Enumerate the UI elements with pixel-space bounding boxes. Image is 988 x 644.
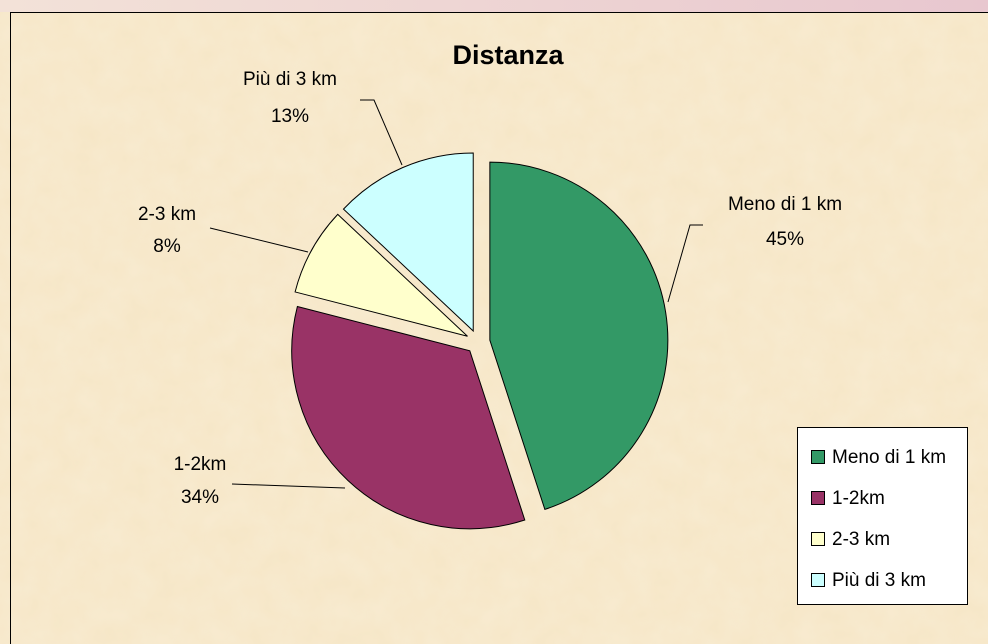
slice-value-label: 13% bbox=[271, 106, 309, 127]
slice-value-label: 34% bbox=[181, 487, 219, 508]
slice-label: 1-2km bbox=[174, 454, 227, 475]
legend-label: 2-3 km bbox=[832, 529, 890, 550]
legend-swatch bbox=[811, 450, 825, 464]
legend-swatch bbox=[811, 532, 825, 546]
chart-border bbox=[10, 12, 988, 644]
pie-slice bbox=[342, 152, 474, 333]
legend-label: Più di 3 km bbox=[832, 570, 926, 591]
legend-swatch bbox=[811, 491, 825, 505]
chart-title: Distanza bbox=[452, 40, 564, 70]
slice-value-label: 45% bbox=[766, 229, 804, 250]
pie-slice bbox=[489, 161, 669, 511]
legend-label: 1-2km bbox=[832, 488, 885, 509]
legend bbox=[797, 427, 968, 605]
pie-slice bbox=[294, 213, 468, 337]
slice-value-label: 8% bbox=[153, 236, 181, 257]
leader-line bbox=[360, 99, 403, 166]
slice-label: 2-3 km bbox=[138, 204, 196, 225]
leader-line bbox=[209, 227, 309, 253]
top-strip bbox=[0, 0, 988, 12]
leader-line bbox=[667, 224, 703, 303]
slice-label: Meno di 1 km bbox=[728, 194, 842, 215]
legend-swatch bbox=[811, 573, 825, 587]
legend-label: Meno di 1 km bbox=[832, 447, 946, 468]
slice-label: Più di 3 km bbox=[243, 69, 337, 90]
leader-line bbox=[231, 483, 346, 489]
pie-slice bbox=[291, 305, 526, 530]
